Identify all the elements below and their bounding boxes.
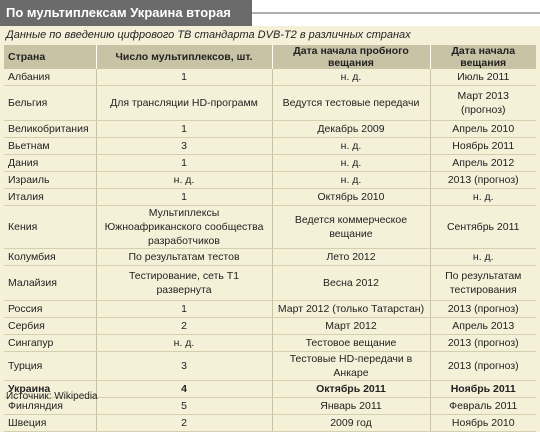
cell-country: Албания [4, 69, 96, 86]
cell-country: Кения [4, 205, 96, 249]
cell-test-start: Декабрь 2009 [271, 120, 430, 138]
cell-test-start: Лето 2012 [271, 248, 430, 266]
cell-test-start: Ведется коммерческое вещание [271, 205, 430, 249]
cell-test-start: Весна 2012 [271, 265, 430, 301]
cell-broadcast-start: Ноябрь 2010 [429, 414, 536, 432]
cell-country: Сингапур [4, 334, 96, 352]
cell-test-start: н. д. [271, 154, 430, 172]
cell-test-start: Тестовое вещание [271, 334, 430, 352]
cell-broadcast-start: Июль 2011 [429, 69, 536, 86]
table-row: Израиль н. д. н. д. 2013 (прогноз) [4, 171, 536, 189]
table-row: Сербия 2 Март 2012 Апрель 2013 [4, 317, 536, 335]
cell-multiplex-count: По результатам тестов [95, 248, 272, 266]
cell-multiplex-count: н. д. [95, 171, 272, 189]
cell-broadcast-start: Февраль 2011 [429, 397, 536, 415]
cell-country: Турция [4, 351, 96, 381]
cell-broadcast-start: Ноябрь 2011 [429, 380, 536, 398]
cell-broadcast-start: 2013 (прогноз) [429, 171, 536, 189]
table-row: Албания 1 н. д. Июль 2011 [4, 69, 536, 86]
cell-country: Израиль [4, 171, 96, 189]
cell-multiplex-count: 2 [95, 414, 272, 432]
cell-country: Россия [4, 300, 96, 318]
cell-multiplex-count: 1 [95, 188, 272, 206]
table-row: Вьетнам 3 н. д. Ноябрь 2011 [4, 137, 536, 155]
cell-multiplex-count: Для трансляции HD-программ [95, 85, 272, 121]
cell-broadcast-start: Сентябрь 2011 [429, 205, 536, 249]
table-row: Дания 1 н. д. Апрель 2012 [4, 154, 536, 172]
cell-multiplex-count: н. д. [95, 334, 272, 352]
cell-broadcast-start: Апрель 2013 [429, 317, 536, 335]
table-row: Сингапур н. д. Тестовое вещание 2013 (прогн… [4, 334, 536, 352]
cell-multiplex-count: 5 [95, 397, 272, 415]
cell-multiplex-count: 2 [95, 317, 272, 335]
cell-broadcast-start: 2013 (прогноз) [429, 334, 536, 352]
data-table: Страна Число мультиплексов, шт. Дата нач… [4, 45, 536, 432]
cell-broadcast-start: Апрель 2010 [429, 120, 536, 138]
header-test-start: Дата начала пробного вещания [271, 45, 430, 69]
cell-test-start: Октябрь 2010 [271, 188, 430, 206]
cell-country: Сербия [4, 317, 96, 335]
table-row: Италия 1 Октябрь 2010 н. д. [4, 188, 536, 206]
cell-multiplex-count: 3 [95, 137, 272, 155]
cell-country: Италия [4, 188, 96, 206]
cell-country: Украина [4, 380, 96, 398]
cell-test-start: Январь 2011 [271, 397, 430, 415]
table-row: Турция 3 Тестовые HD-передачи в Анкаре 2013… [4, 351, 536, 381]
source-note: Источник: Wikipedia [6, 391, 98, 402]
cell-multiplex-count: 1 [95, 300, 272, 318]
cell-country: Швеция [4, 414, 96, 432]
header-row: Страна Число мультиплексов, шт. Дата нач… [4, 45, 536, 69]
cell-country: Малайзия [4, 265, 96, 301]
cell-test-start: Ведутся тестовые передачи [271, 85, 430, 121]
table-row: Великобритания 1 Декабрь 2009 Апрель 2010 [4, 120, 536, 138]
cell-broadcast-start: н. д. [429, 188, 536, 206]
title-rule [252, 12, 540, 14]
cell-broadcast-start: 2013 (прогноз) [429, 300, 536, 318]
table-row: Швеция 2 2009 год Ноябрь 2010 [4, 414, 536, 432]
title-bar: По мультиплексам Украина вторая [0, 0, 540, 26]
header-broadcast-start: Дата начала вещания [429, 45, 536, 69]
table-row: Колумбия По результатам тестов Лето 2012 н.… [4, 248, 536, 266]
cell-multiplex-count: 4 [95, 380, 272, 398]
cell-multiplex-count: 1 [95, 69, 272, 86]
table-body: Албания 1 н. д. Июль 2011 Бельгия Для трансля… [4, 69, 536, 432]
cell-broadcast-start: Апрель 2012 [429, 154, 536, 172]
cell-test-start: н. д. [271, 69, 430, 86]
cell-multiplex-count: Мультиплексы Южноафриканского сообщества… [95, 205, 272, 249]
cell-multiplex-count: Тестирование, сеть Т1 развернута [95, 265, 272, 301]
cell-broadcast-start: 2013 (прогноз) [429, 351, 536, 381]
cell-test-start: Октябрь 2011 [271, 380, 430, 398]
cell-country: Колумбия [4, 248, 96, 266]
cell-test-start: н. д. [271, 137, 430, 155]
cell-broadcast-start: Март 2013 (прогноз) [429, 85, 536, 121]
cell-test-start: 2009 год [271, 414, 430, 432]
header-country: Страна [4, 45, 96, 69]
table-row: Украина 4 Октябрь 2011 Ноябрь 2011 [4, 380, 536, 398]
table-row: Россия 1 Март 2012 (только Татарстан) 2013 … [4, 300, 536, 318]
cell-broadcast-start: н. д. [429, 248, 536, 266]
cell-broadcast-start: По результатам тестирования [429, 265, 536, 301]
table-row: Малайзия Тестирование, сеть Т1 развернута… [4, 265, 536, 301]
header-multiplex-count: Число мультиплексов, шт. [95, 45, 272, 69]
table-row: Кения Мультиплексы Южноафриканского сообщ… [4, 205, 536, 249]
cell-test-start: Март 2012 (только Татарстан) [271, 300, 430, 318]
cell-country: Вьетнам [4, 137, 96, 155]
cell-multiplex-count: 1 [95, 154, 272, 172]
page-title: По мультиплексам Украина вторая [0, 0, 252, 26]
cell-country: Дания [4, 154, 96, 172]
cell-broadcast-start: Ноябрь 2011 [429, 137, 536, 155]
cell-country: Бельгия [4, 85, 96, 121]
cell-test-start: Тестовые HD-передачи в Анкаре [271, 351, 430, 381]
table-subtitle: Данные по введению цифрового ТВ стандарт… [6, 29, 411, 41]
cell-test-start: н. д. [271, 171, 430, 189]
cell-country: Великобритания [4, 120, 96, 138]
cell-multiplex-count: 3 [95, 351, 272, 381]
cell-test-start: Март 2012 [271, 317, 430, 335]
table-row: Бельгия Для трансляции HD-программ Ведутся… [4, 85, 536, 121]
cell-multiplex-count: 1 [95, 120, 272, 138]
